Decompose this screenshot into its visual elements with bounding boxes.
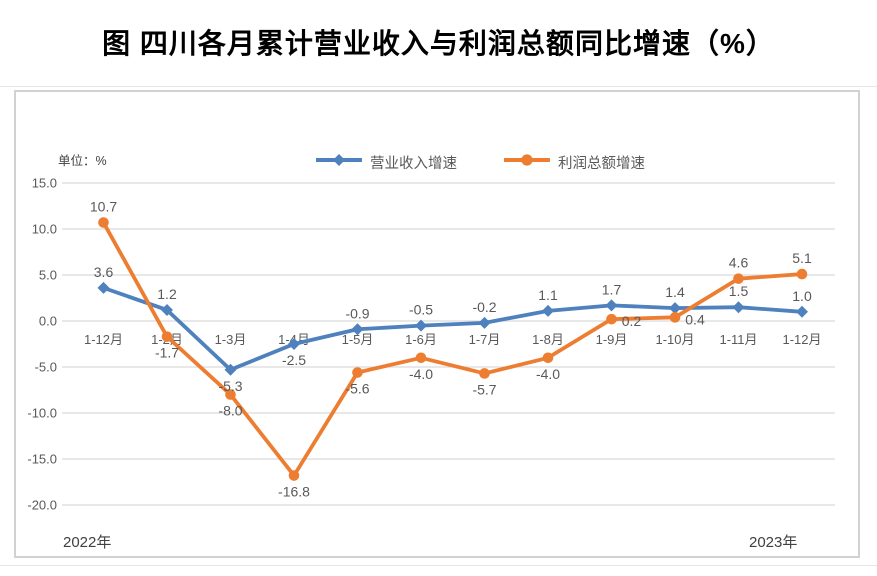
chart-title: 图 四川各月累计营业收入与利润总额同比增速（%） (102, 28, 775, 59)
data-label: 1.5 (729, 283, 749, 299)
data-point (542, 352, 554, 364)
data-label: -16.8 (278, 484, 310, 500)
legend-item-profit: 利润总额增速 (503, 152, 645, 173)
data-label: 1.0 (792, 288, 812, 304)
data-label: -1.7 (155, 345, 179, 361)
legend: 营业收入增速 利润总额增速 (315, 152, 645, 173)
data-labels: 3.6 1.2 -5.3 -2.5 -0.9 -0.5 -0.2 1.1 1.7 1.4 1.5 1.… (90, 199, 812, 500)
data-point (669, 302, 681, 315)
top-divider (0, 86, 877, 87)
data-label: 0.2 (622, 313, 642, 329)
data-label: -0.9 (345, 305, 369, 321)
legend-label-revenue: 营业收入增速 (370, 156, 457, 172)
data-label: -5.6 (345, 381, 369, 397)
x-tick-label: 1-12月 (84, 332, 123, 347)
y-tick-label: 0.0 (39, 314, 57, 329)
data-point (288, 338, 300, 350)
data-point (669, 312, 681, 323)
chart-container: 单位：% 营业收入增速 利润总额增速 15.0 10.0 5.0 0.0 -5.0 -10… (14, 90, 860, 558)
series-profit (98, 217, 808, 481)
year-label-2022: 2022年 (63, 534, 112, 551)
x-tick-label: 1-3月 (215, 332, 247, 347)
y-tick-label: 10.0 (32, 222, 57, 237)
data-point (415, 352, 427, 364)
data-point (542, 304, 554, 317)
x-axis-labels: 1-12月1-2月1-3月1-4月1-5月1-6月1-7月1-8月1-9月1-1… (84, 332, 822, 347)
revenue-line-marker-icon (315, 152, 363, 173)
unit-label: 单位：% (58, 154, 107, 168)
data-label: 0.4 (685, 311, 705, 327)
data-point (732, 301, 745, 314)
data-label: -5.7 (472, 381, 496, 397)
plot-area: 15.0 10.0 5.0 0.0 -5.0 -10.0 -15.0 -20.0 1-12月 1-… (27, 176, 835, 513)
x-tick-label: 1-5月 (342, 332, 374, 347)
y-tick-label: -10.0 (27, 406, 57, 421)
legend-item-revenue: 营业收入增速 (315, 152, 457, 173)
data-point (351, 323, 364, 336)
y-axis-labels: 15.0 10.0 5.0 0.0 -5.0 -10.0 -15.0 -20.0 (27, 176, 57, 513)
data-point (479, 368, 490, 379)
data-label: 1.7 (602, 281, 622, 297)
y-tick-label: 5.0 (39, 268, 57, 283)
data-label: 1.4 (665, 284, 685, 300)
data-point (352, 367, 363, 378)
data-point (606, 313, 617, 325)
x-tick-label: 1-7月 (469, 332, 501, 347)
y-tick-label: -20.0 (27, 498, 57, 513)
data-label: -2.5 (282, 352, 306, 368)
y-tick-label: -5.0 (35, 360, 57, 375)
y-tick-label: 15.0 (32, 176, 57, 191)
data-point (605, 299, 618, 312)
profit-line-marker-icon (503, 152, 551, 173)
data-label: 3.6 (94, 264, 114, 280)
x-tick-label: 1-11月 (719, 332, 757, 347)
data-label: 4.6 (729, 255, 749, 271)
data-label: 1.1 (538, 287, 558, 303)
gridlines (62, 182, 835, 506)
data-label: -0.5 (409, 302, 433, 318)
x-tick-label: 1-9月 (596, 332, 628, 347)
data-point (796, 268, 808, 280)
data-point (224, 363, 237, 376)
data-point (161, 303, 173, 316)
data-point (97, 281, 110, 294)
data-label: 1.2 (157, 286, 177, 302)
data-point (225, 389, 236, 400)
data-label: -4.0 (536, 366, 560, 382)
data-point (478, 316, 491, 329)
data-label: 10.7 (90, 199, 117, 215)
x-tick-label: 1-6月 (405, 332, 437, 347)
data-label: -8.0 (218, 403, 242, 419)
data-label: -5.3 (218, 378, 242, 394)
data-label: 5.1 (792, 250, 812, 266)
data-point (98, 217, 109, 228)
legend-label-profit: 利润总额增速 (558, 156, 645, 172)
data-point (415, 319, 427, 332)
bottom-divider (0, 565, 877, 566)
data-point (796, 305, 808, 318)
data-point (733, 273, 744, 284)
x-tick-label: 1-12月 (782, 332, 821, 347)
data-label: -0.2 (472, 299, 496, 315)
y-tick-label: -15.0 (27, 452, 57, 467)
data-point (288, 470, 300, 481)
x-tick-label: 1-10月 (655, 332, 694, 347)
data-label: -4.0 (409, 366, 433, 382)
series-revenue (97, 281, 808, 376)
year-label-2023: 2023年 (749, 534, 798, 551)
data-point (161, 331, 173, 342)
x-tick-label: 1-8月 (532, 332, 564, 347)
